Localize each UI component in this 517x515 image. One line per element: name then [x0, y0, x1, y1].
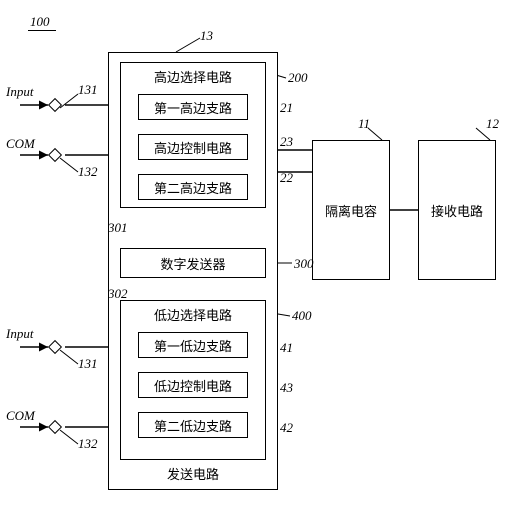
high-ctrl: 高边控制电路 [138, 134, 248, 160]
ref-132-bottom: 132 [78, 436, 98, 452]
high-branch2: 第二高边支路 [138, 174, 248, 200]
ref-23: 23 [280, 134, 293, 150]
low-branch2: 第二低边支路 [138, 412, 248, 438]
ref-302: 302 [108, 286, 128, 302]
iso-cap-label: 隔离电容 [325, 201, 377, 220]
main-block-ref: 13 [200, 28, 213, 44]
ref-300: 300 [294, 256, 314, 272]
low-branch2-label: 第二低边支路 [154, 416, 232, 435]
ref-11: 11 [358, 116, 370, 132]
low-branch1-label: 第一低边支路 [154, 336, 232, 355]
high-select-label: 高边选择电路 [154, 67, 232, 86]
high-branch2-label: 第二高边支路 [154, 178, 232, 197]
rx-label: 接收电路 [431, 201, 483, 220]
ref-43: 43 [280, 380, 293, 396]
dtx-label: 数字发送器 [160, 254, 225, 273]
terminal-com-bottom [48, 420, 62, 434]
figure-ref-underline [28, 30, 56, 31]
ref-200: 200 [288, 70, 308, 86]
input-label-bottom: Input [6, 326, 33, 342]
terminal-input-bottom [48, 340, 62, 354]
ref-301: 301 [108, 220, 128, 236]
ref-42: 42 [280, 420, 293, 436]
low-ctrl-label: 低边控制电路 [154, 376, 232, 395]
terminal-input-top [48, 98, 62, 112]
dtx-box: 数字发送器 [120, 248, 266, 278]
com-label-bottom: COM [6, 408, 35, 424]
figure-ref: 100 [30, 14, 50, 30]
iso-cap-box: 隔离电容 [312, 140, 390, 280]
high-branch1-label: 第一高边支路 [154, 98, 232, 117]
ref-131-top: 131 [78, 82, 98, 98]
main-block-label: 发送电路 [167, 464, 219, 483]
low-select-label: 低边选择电路 [154, 305, 232, 324]
ref-21: 21 [280, 100, 293, 116]
com-label-top: COM [6, 136, 35, 152]
ref-400: 400 [292, 308, 312, 324]
rx-box: 接收电路 [418, 140, 496, 280]
high-branch1: 第一高边支路 [138, 94, 248, 120]
ref-12: 12 [486, 116, 499, 132]
terminal-com-top [48, 148, 62, 162]
ref-132-top: 132 [78, 164, 98, 180]
low-ctrl: 低边控制电路 [138, 372, 248, 398]
ref-22: 22 [280, 170, 293, 186]
ref-131-bottom: 131 [78, 356, 98, 372]
low-branch1: 第一低边支路 [138, 332, 248, 358]
high-ctrl-label: 高边控制电路 [154, 138, 232, 157]
diagram-canvas: 100 13 [0, 0, 517, 515]
input-label-top: Input [6, 84, 33, 100]
ref-41: 41 [280, 340, 293, 356]
